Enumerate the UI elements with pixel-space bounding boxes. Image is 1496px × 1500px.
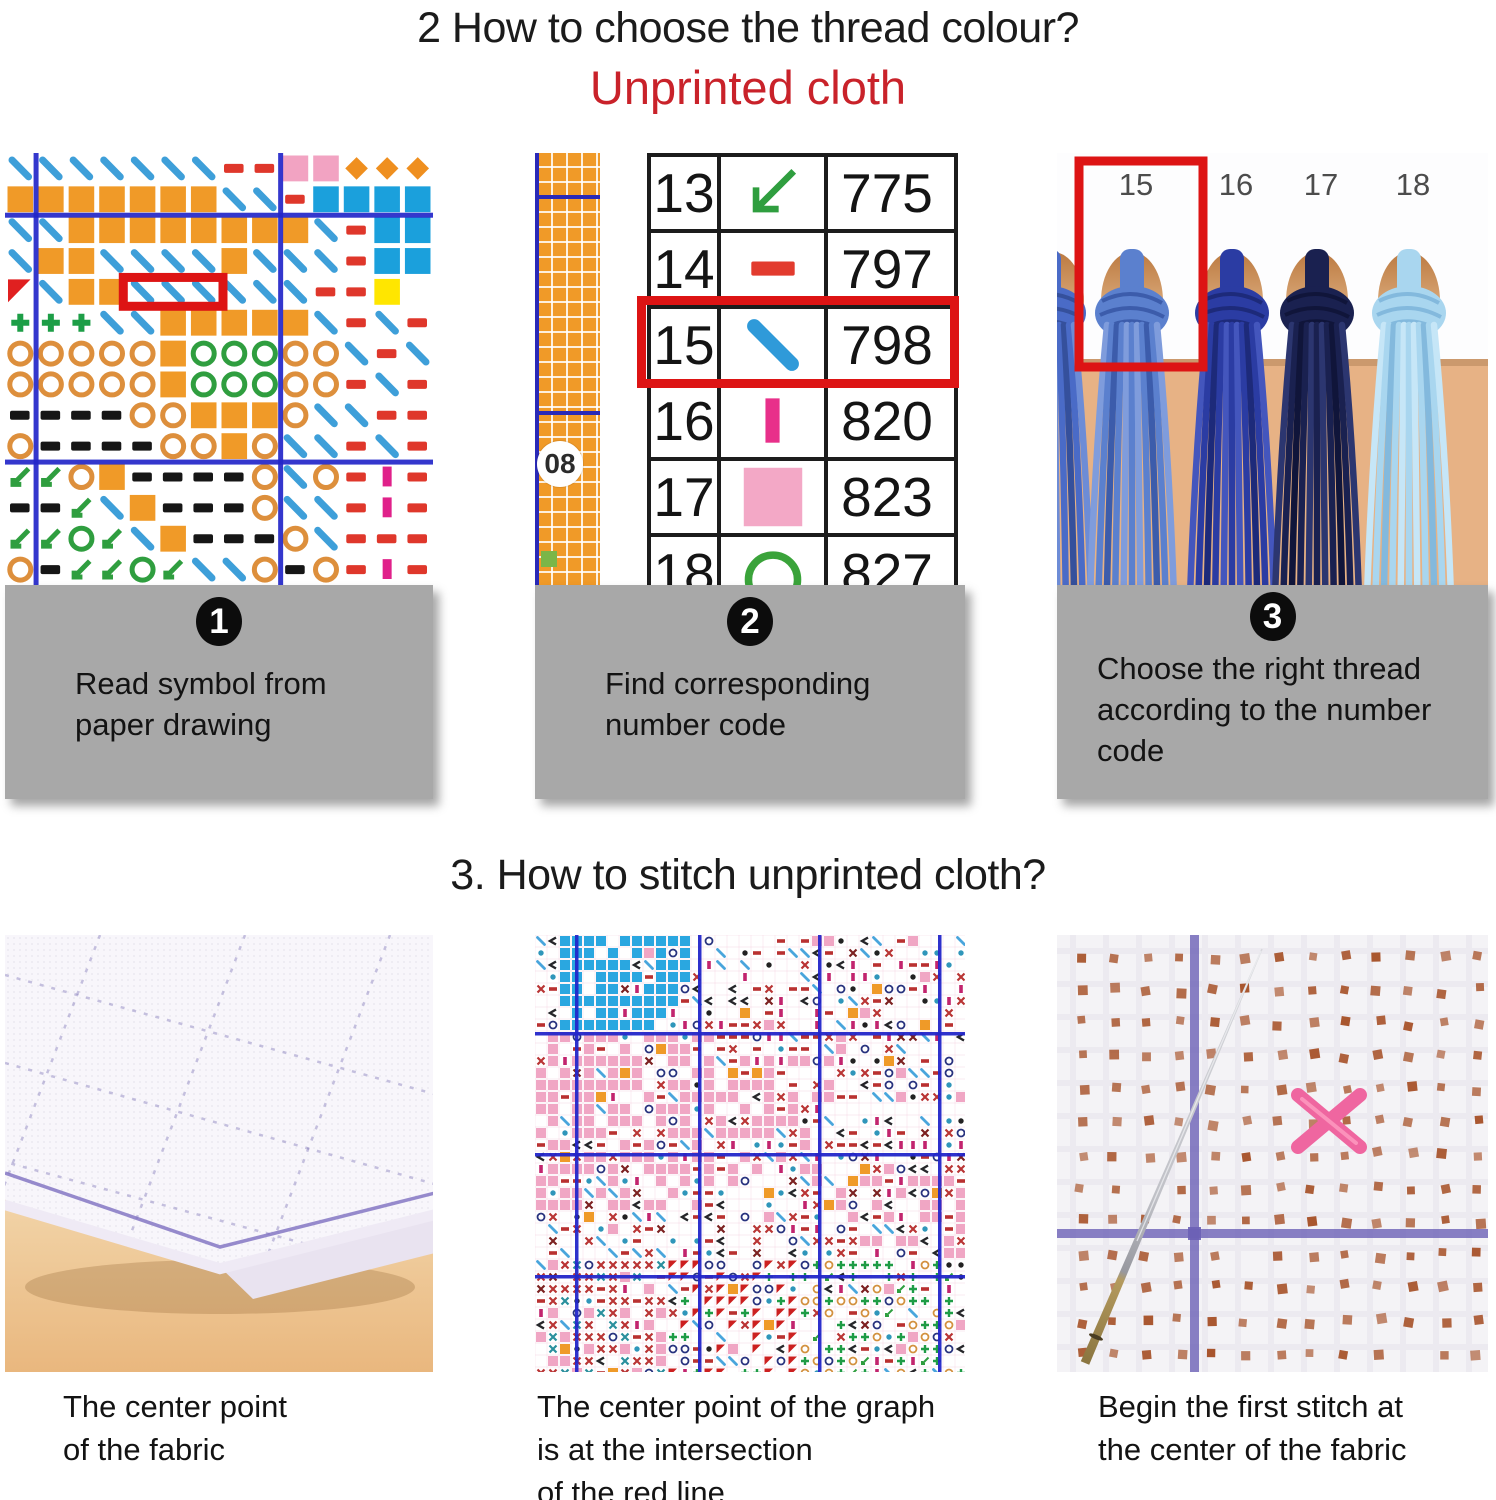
magenta-bar-symbol [764, 398, 780, 443]
caption-line: Read symbol from [75, 666, 327, 701]
caption-line: of the fabric [63, 1431, 225, 1467]
thread-card-svg: 15 16 17 18 [1057, 153, 1488, 585]
green-circle-symbol [744, 551, 801, 585]
symbol-glyph-cell [721, 309, 828, 381]
thread-code-cell: 823 [828, 461, 946, 533]
caption-line: the center of the fabric [1098, 1431, 1407, 1467]
page-subtitle: Unprinted cloth [589, 61, 907, 114]
svg-text:16: 16 [1219, 167, 1253, 202]
caption-line: is at the intersection [537, 1431, 813, 1467]
blue-diagonal-symbol [746, 319, 799, 371]
caption-line: code [1097, 733, 1165, 769]
symbol-glyph-cell [721, 385, 828, 457]
thread-card-photo: 15 16 17 18 [1057, 153, 1488, 585]
thread-code-cell: 798 [828, 309, 946, 381]
caption-line: Choose the right thread [1097, 651, 1421, 686]
red-dash-symbol [750, 261, 795, 276]
ruler-label-badge: 08 [537, 441, 583, 487]
code-table-row: 18 827 [651, 537, 954, 585]
code-table-row: 13 775 [651, 157, 954, 233]
green-arrow-symbol [752, 168, 796, 213]
step-box-1: 1 Read symbol from paper drawing [5, 585, 433, 799]
bottom-caption: The center point of the graph is at the i… [537, 1386, 935, 1500]
center-graph-svg [535, 935, 965, 1372]
step-caption: Read symbol from paper drawing [5, 663, 433, 745]
bottom-caption: The center point of the fabric [63, 1386, 287, 1472]
step-badge: 2 [727, 597, 773, 646]
caption-line: of the red line [537, 1474, 725, 1500]
page-title: 2 How to choose the thread colour? [417, 4, 1079, 52]
ruler-edge-line [535, 153, 539, 585]
svg-text:17: 17 [1304, 167, 1338, 202]
code-table-row: 17 823 [651, 461, 954, 537]
code-table-row: 15 798 [651, 309, 954, 385]
pattern-chart-photo [5, 153, 433, 585]
step-box-3: 3 Choose the right thread according to th… [1057, 585, 1488, 799]
symbol-glyph-cell [721, 157, 828, 229]
symbol-number-cell: 18 [651, 537, 721, 585]
code-table-row: 14 797 [651, 233, 954, 309]
caption-line: Find corresponding [605, 666, 871, 701]
svg-text:15: 15 [1119, 167, 1153, 202]
caption-line: The center point [63, 1389, 288, 1424]
center-graph-photo [535, 935, 965, 1372]
needle-cloth-svg [1057, 935, 1488, 1372]
code-table-row: 16 820 [651, 385, 954, 461]
ruler-gridline [538, 411, 600, 415]
symbol-number-cell: 14 [651, 233, 721, 305]
chart-ruler-strip [538, 153, 600, 585]
symbol-number-cell: 16 [651, 385, 721, 457]
caption-line: number code [605, 707, 786, 743]
code-table-photo: 08 13 775 14 797 15 798 16 820 17 823 18 827 [535, 153, 965, 585]
step-badge: 1 [196, 597, 242, 646]
step-caption: Choose the right thread according to the … [1057, 648, 1488, 772]
bottom-caption: Begin the first stitch at the center of t… [1098, 1386, 1406, 1472]
section-title: 3. How to stitch unprinted cloth? [450, 851, 1046, 899]
symbol-number-cell: 17 [651, 461, 721, 533]
fabric-corner-photo [5, 935, 433, 1372]
ruler-green-cell [541, 551, 557, 567]
caption-line: The center point of the graph [537, 1389, 936, 1424]
pink-square-symbol [743, 467, 802, 527]
svg-text:18: 18 [1396, 167, 1430, 202]
ruler-gridline [538, 195, 600, 199]
caption-line: Begin the first stitch at [1098, 1389, 1403, 1424]
caption-line: according to the number [1097, 692, 1432, 728]
step-caption: Find corresponding number code [535, 663, 965, 745]
needle-cloth-photo [1057, 935, 1488, 1372]
thread-code-cell: 775 [828, 157, 946, 229]
step-badge: 3 [1249, 592, 1296, 641]
thread-code-cell: 797 [828, 233, 946, 305]
step-box-2: 2 Find corresponding number code [535, 585, 965, 799]
symbol-glyph-cell [721, 233, 828, 305]
fabric-corner-svg [5, 935, 433, 1372]
thread-code-cell: 827 [828, 537, 946, 585]
caption-line: paper drawing [75, 707, 272, 743]
symbol-code-table: 13 775 14 797 15 798 16 820 17 823 18 827 [647, 153, 958, 585]
symbol-number-cell: 15 [651, 309, 721, 381]
pattern-chart-svg [5, 153, 433, 585]
symbol-number-cell: 13 [651, 157, 721, 229]
thread-code-cell: 820 [828, 385, 946, 457]
symbol-glyph-cell [721, 537, 828, 585]
symbol-glyph-cell [721, 461, 828, 533]
